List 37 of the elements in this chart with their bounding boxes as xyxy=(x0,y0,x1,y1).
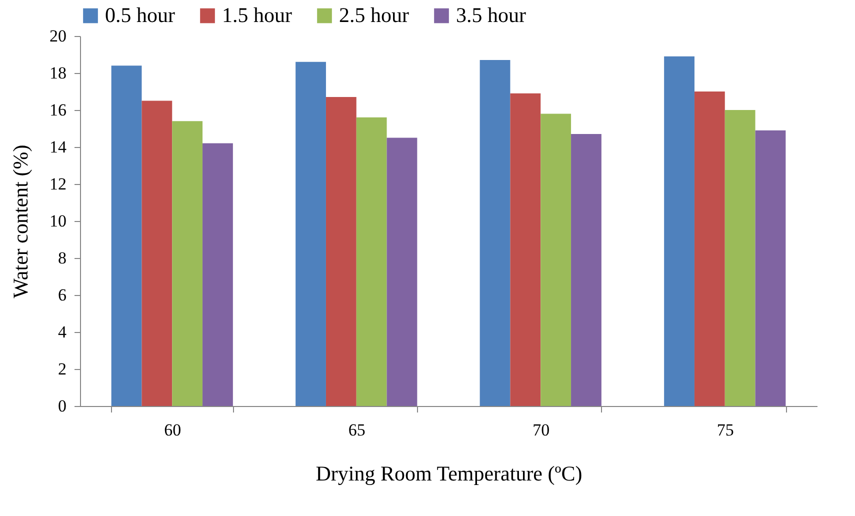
y-tick-label: 20 xyxy=(50,26,66,46)
x-tick-label: 75 xyxy=(716,420,734,440)
y-tick-label: 18 xyxy=(50,64,66,82)
x-axis-title: Drying Room Temperature (ºC) xyxy=(316,462,582,486)
y-tick-label: 2 xyxy=(58,360,66,378)
bar xyxy=(664,56,694,406)
x-tick-label: 60 xyxy=(164,420,182,440)
bar xyxy=(540,114,572,406)
bar xyxy=(694,92,725,406)
bar xyxy=(571,134,602,406)
bar xyxy=(480,60,510,406)
bar xyxy=(142,100,172,406)
y-tick-label: 16 xyxy=(50,100,66,120)
legend-label: 3.5 hour xyxy=(456,2,526,27)
legend-label: 2.5 hour xyxy=(339,2,409,27)
y-tick-label: 14 xyxy=(50,138,67,156)
bar xyxy=(296,62,326,406)
legend-label: 1.5 hour xyxy=(222,2,292,27)
bar xyxy=(202,143,233,406)
y-tick-label: 10 xyxy=(50,212,66,230)
bar xyxy=(510,93,541,406)
y-tick-label: 6 xyxy=(58,286,66,304)
bar xyxy=(326,97,356,406)
bar xyxy=(172,121,203,406)
y-tick-label: 8 xyxy=(58,248,66,268)
y-tick-label: 0 xyxy=(58,396,66,416)
bar xyxy=(356,117,387,406)
legend-label: 0.5 hour xyxy=(105,2,175,27)
y-tick-label: 12 xyxy=(50,174,66,194)
bar xyxy=(755,130,786,406)
x-tick-label: 65 xyxy=(348,420,366,440)
y-axis-title: Water content (%) xyxy=(8,144,32,298)
bar xyxy=(386,138,418,406)
bar xyxy=(724,110,756,406)
x-tick-label: 70 xyxy=(532,420,550,440)
y-tick-label: 4 xyxy=(58,322,67,342)
bar xyxy=(111,66,142,406)
